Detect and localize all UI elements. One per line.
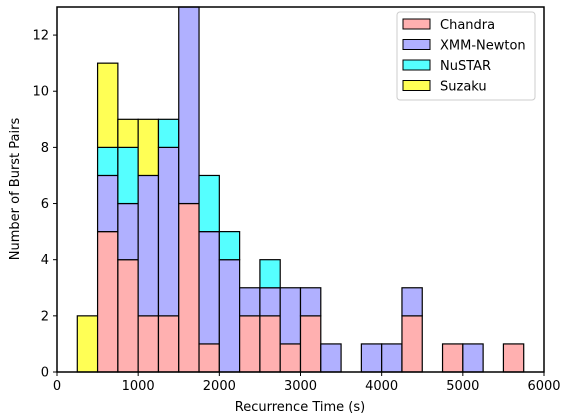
legend-swatch-suzaku bbox=[402, 80, 431, 91]
bar-xmm-newton-2750 bbox=[279, 287, 302, 345]
bar-xmm-newton-2500 bbox=[259, 287, 281, 317]
x-axis-label: Recurrence Time (s) bbox=[235, 400, 365, 415]
bar-nustar-500 bbox=[96, 146, 119, 177]
bar-xmm-newton-1750 bbox=[198, 231, 220, 345]
bar-xmm-newton-3000 bbox=[299, 287, 322, 317]
bar-suzaku-750 bbox=[117, 118, 139, 148]
bar-chandra-2750 bbox=[279, 343, 302, 373]
bar-suzaku-500 bbox=[96, 62, 119, 148]
y-axis: 0 2 4 6 8 10 12 bbox=[32, 29, 57, 381]
bar-chandra-500 bbox=[96, 231, 119, 373]
legend: Chandra XMM-Newton NuSTAR Suzaku bbox=[396, 11, 536, 101]
bar-xmm-newton-2000 bbox=[218, 259, 241, 373]
bar-xmm-newton-4000 bbox=[381, 343, 403, 373]
bar-nustar-1750 bbox=[198, 174, 220, 233]
bar-chandra-3000 bbox=[299, 315, 322, 373]
y-tick-label: 6 bbox=[41, 197, 49, 212]
x-tick-label: 3000 bbox=[284, 379, 317, 394]
x-tick-label: 0 bbox=[53, 379, 61, 394]
bar-chandra-4750 bbox=[441, 343, 464, 373]
legend-swatch-chandra bbox=[402, 18, 431, 30]
y-tick-label: 8 bbox=[41, 141, 49, 156]
bar-xmm-newton-1500 bbox=[178, 6, 200, 205]
bar-nustar-2000 bbox=[218, 231, 241, 261]
legend-swatch-xmm-newton bbox=[402, 39, 431, 50]
x-axis: 0 1000 2000 3000 4000 5000 6000 bbox=[53, 372, 561, 394]
bar-chandra-5500 bbox=[502, 343, 525, 373]
y-tick-label: 0 bbox=[41, 366, 49, 381]
bar-chandra-4250 bbox=[401, 315, 423, 373]
x-tick-label: 5000 bbox=[446, 379, 479, 394]
bar-xmm-newton-500 bbox=[96, 174, 119, 233]
y-tick-label: 12 bbox=[32, 29, 49, 44]
legend-label-suzaku: Suzaku bbox=[440, 80, 487, 95]
bar-nustar-750 bbox=[117, 146, 139, 205]
bar-chandra-2500 bbox=[259, 315, 281, 373]
bar-xmm-newton-750 bbox=[117, 202, 139, 261]
bar-chandra-1500 bbox=[178, 202, 200, 373]
x-tick-label: 2000 bbox=[203, 379, 236, 394]
y-axis-label: Number of Burst Pairs bbox=[8, 118, 23, 261]
bar-chandra-1000 bbox=[137, 315, 160, 373]
bar-suzaku-1000 bbox=[137, 118, 160, 177]
legend-label-chandra: Chandra bbox=[440, 18, 495, 33]
bar-nustar-2500 bbox=[259, 259, 281, 289]
bar-chandra-2250 bbox=[239, 315, 261, 373]
bar-xmm-newton-5000 bbox=[462, 343, 484, 373]
y-tick-label: 2 bbox=[41, 309, 49, 324]
bar-chandra-1250 bbox=[157, 315, 180, 373]
x-tick-label: 4000 bbox=[365, 379, 398, 394]
bar-chandra-750 bbox=[117, 259, 139, 373]
bars-layer bbox=[76, 6, 525, 373]
y-tick-label: 10 bbox=[32, 85, 49, 100]
bar-xmm-newton-1000 bbox=[137, 174, 160, 317]
bar-chandra-1750 bbox=[198, 343, 220, 373]
legend-label-nustar: NuSTAR bbox=[440, 59, 491, 74]
x-tick-label: 1000 bbox=[122, 379, 155, 394]
y-tick-label: 4 bbox=[41, 253, 49, 268]
bar-xmm-newton-3250 bbox=[320, 343, 342, 373]
legend-swatch-nustar bbox=[402, 59, 431, 71]
bar-xmm-newton-3750 bbox=[360, 343, 383, 373]
bar-xmm-newton-4250 bbox=[401, 287, 423, 317]
bar-xmm-newton-2250 bbox=[239, 287, 261, 317]
legend-box bbox=[396, 11, 536, 101]
legend-label-xmm-newton: XMM-Newton bbox=[440, 39, 526, 54]
bar-nustar-1250 bbox=[157, 118, 180, 148]
x-tick-label: 6000 bbox=[527, 379, 560, 394]
bar-xmm-newton-1250 bbox=[157, 146, 180, 317]
bar-suzaku-250 bbox=[76, 315, 99, 373]
